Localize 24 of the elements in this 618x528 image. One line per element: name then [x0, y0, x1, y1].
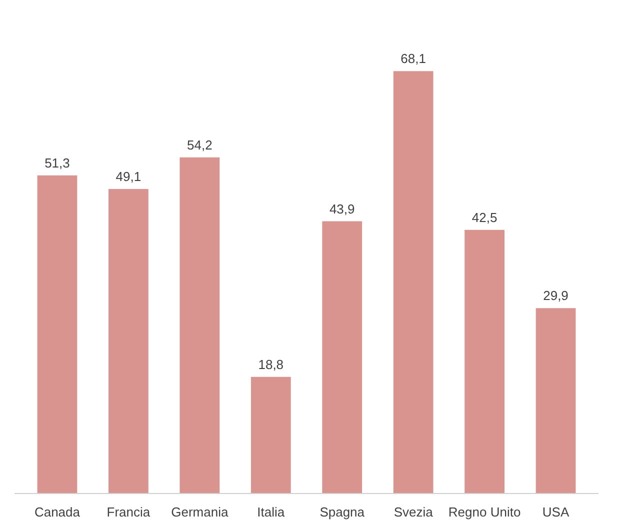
data-label: 54,2 — [187, 137, 212, 152]
x-tick-label: USA — [542, 504, 570, 520]
x-tick-label: Italia — [257, 504, 286, 520]
data-label: 43,9 — [329, 201, 355, 216]
bar — [108, 189, 148, 494]
data-label: 42,5 — [472, 210, 498, 225]
data-label: 51,3 — [44, 155, 70, 170]
bar — [250, 376, 291, 494]
x-tick-label: Canada — [34, 504, 81, 520]
x-tick-label: Germania — [171, 504, 229, 520]
x-tick-label: Svezia — [394, 504, 434, 520]
bar — [37, 175, 78, 494]
x-tick-label: Regno Unito — [448, 504, 521, 520]
data-label: 18,8 — [258, 356, 284, 372]
bar — [464, 230, 504, 494]
x-tick-label: Francia — [106, 504, 151, 520]
data-label: 29,9 — [543, 288, 568, 304]
data-label: 68,1 — [400, 51, 426, 66]
bar — [536, 308, 576, 494]
bar — [322, 221, 362, 494]
data-label: 49,1 — [116, 169, 142, 184]
bar — [393, 71, 434, 494]
x-tick-label: Spagna — [320, 504, 366, 520]
bar — [180, 157, 220, 494]
